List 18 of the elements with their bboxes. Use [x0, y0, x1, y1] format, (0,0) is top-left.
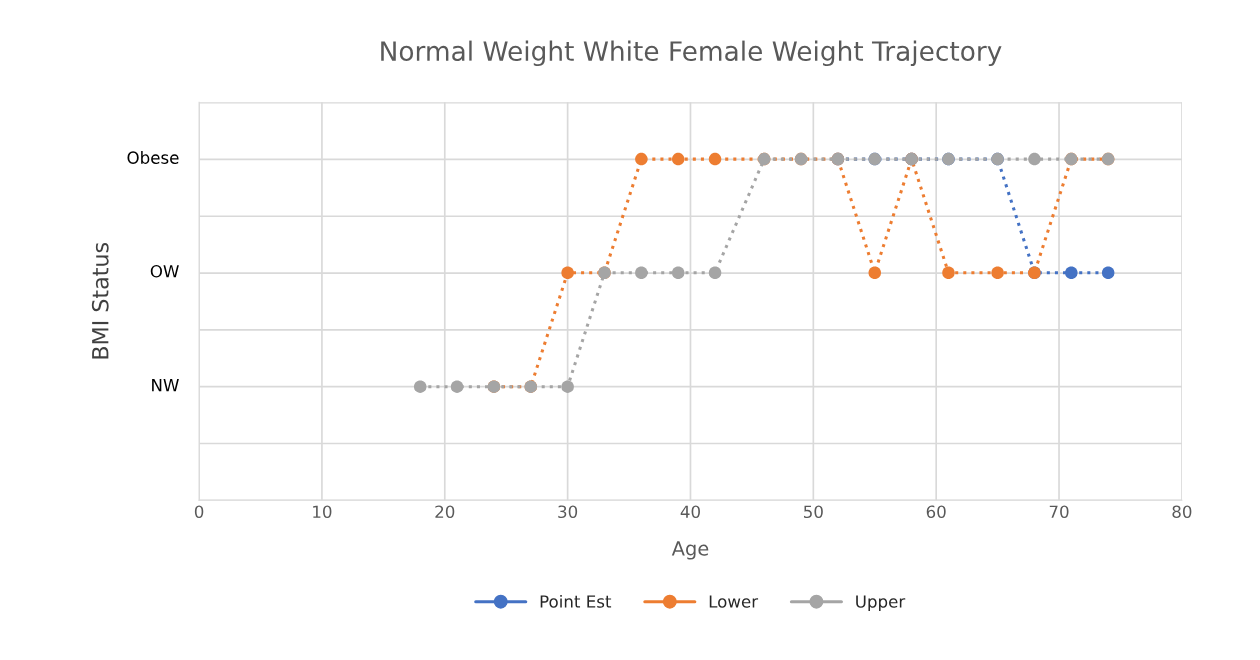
legend-label: Point Est	[540, 594, 612, 608]
legend-label: Lower	[709, 595, 759, 608]
x-tick-label: 40	[680, 505, 700, 519]
text: OW	[150, 264, 179, 278]
x-tick-label: 50	[804, 505, 823, 519]
legend-label: Upper	[856, 595, 906, 612]
x-tick-label: 30	[558, 505, 578, 519]
x-tick-label: 80	[1172, 505, 1192, 519]
x-tick-label: 10	[313, 505, 332, 519]
x-tick-label: 0	[194, 505, 204, 519]
x-tick-label: 60	[926, 505, 946, 519]
x-tick-label: 70	[1049, 505, 1069, 519]
text: Obese	[127, 151, 179, 164]
x-tick-label: 20	[435, 505, 455, 519]
chart-title: Normal Weight White Female Weight Trajectory	[381, 40, 1002, 67]
y-axis-title: BMI Status	[91, 242, 109, 359]
text: NW	[152, 379, 179, 392]
x-axis-title: Age	[671, 541, 709, 560]
